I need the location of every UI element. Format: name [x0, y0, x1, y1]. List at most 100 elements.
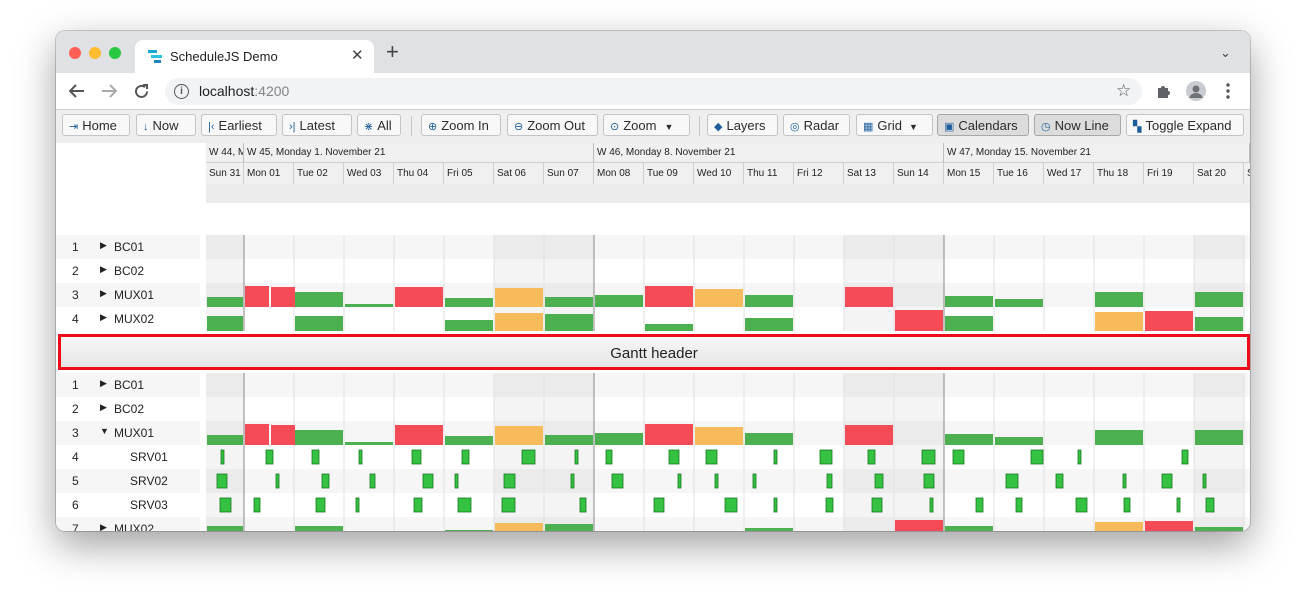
activity-bar [1015, 497, 1023, 513]
load-bar [1145, 521, 1193, 531]
gantt-area: W 44, M W 45, Monday 1. November 21 W 46… [56, 143, 1250, 531]
toolbar-divider [411, 116, 412, 136]
row-bc01[interactable]: 1 ▶ BC01 [56, 373, 200, 397]
tab-list-chevron-icon[interactable]: ⌄ [1220, 45, 1231, 60]
load-bar [995, 437, 1043, 445]
info-icon[interactable]: i [174, 84, 189, 99]
row-srv02[interactable]: 5 SRV02 [56, 469, 200, 493]
expand-triangle-icon[interactable]: ▶ [100, 312, 107, 322]
activity-bar [321, 473, 330, 489]
load-bar [745, 318, 793, 331]
now-button[interactable]: ↓ Now [136, 114, 196, 136]
activity-bar [1005, 473, 1019, 489]
load-bar [895, 310, 943, 331]
zoom-in-button[interactable]: ⊕ Zoom In [421, 114, 501, 136]
row-bc01[interactable]: 1 ▶ BC01 [56, 235, 200, 259]
home-icon: ⇥ [69, 121, 79, 133]
url-input[interactable]: i localhost:4200 ☆ [165, 78, 1142, 105]
day-header: Sun 31 [206, 163, 244, 184]
activity-bar [923, 473, 935, 489]
puzzle-icon[interactable] [1155, 83, 1171, 99]
expand-triangle-icon[interactable]: ▶ [100, 240, 107, 250]
chevron-down-icon: ▼ [908, 122, 918, 132]
gantt-timeline-canvas[interactable] [56, 143, 1250, 531]
browser-tab[interactable]: ScheduleJS Demo ✕ [135, 40, 374, 73]
activity-bar [653, 497, 665, 513]
earliest-button[interactable]: |‹ Earliest [201, 114, 277, 136]
load-bar [1195, 317, 1243, 331]
load-bar [695, 289, 743, 307]
down-arrow-icon: ↓ [143, 121, 149, 133]
zoom-icon: ⊙ [610, 121, 620, 133]
back-arrow-icon[interactable] [69, 84, 85, 98]
weekend-shade [894, 373, 944, 531]
row-mux01[interactable]: 3 ▶ MUX01 [56, 283, 200, 307]
row-bc02[interactable]: 2 ▶ BC02 [72, 264, 145, 278]
expand-triangle-icon[interactable]: ▶ [100, 402, 107, 412]
schedulejs-logo-icon [148, 50, 162, 63]
load-bar [895, 520, 943, 531]
new-tab-icon[interactable]: + [386, 39, 399, 64]
calendars-toggle[interactable]: ▣ Calendars [937, 114, 1029, 136]
load-bar [595, 295, 643, 307]
home-button[interactable]: ⇥ Home [62, 114, 130, 136]
row-mux02[interactable]: 4 ▶ MUX02 [72, 312, 155, 326]
expand-triangle-icon[interactable]: ▶ [100, 288, 107, 298]
zoom-out-button[interactable]: ⊖ Zoom Out [507, 114, 598, 136]
expand-triangle-icon[interactable]: ▶ [100, 264, 107, 274]
load-bar [645, 424, 693, 445]
activity-bar [773, 497, 778, 513]
activity-bar [1077, 449, 1082, 465]
radar-button[interactable]: ◎ Radar [783, 114, 850, 136]
star-icon[interactable]: ☆ [1116, 81, 1132, 100]
all-button[interactable]: ⋇ All [357, 114, 401, 136]
maximize-window-icon[interactable] [109, 47, 121, 59]
activity-bar [413, 497, 423, 513]
url-port: :4200 [254, 83, 290, 99]
load-bar [495, 426, 543, 445]
schedule-toolbar: ⇥ Home ↓ Now |‹ Earliest ›| Latest ⋇ All ⊕ Zoo… [56, 110, 1250, 144]
row-mux01[interactable]: 3 ▼ MUX01 [56, 421, 200, 445]
expand-triangle-icon[interactable]: ▶ [100, 378, 107, 388]
load-bar [207, 297, 243, 307]
load-bar [295, 526, 343, 531]
row-bc02[interactable]: 2 ▶ BC02 [72, 402, 145, 416]
grid-icon: ▦ [863, 121, 874, 133]
load-bar [345, 442, 393, 445]
row-srv01[interactable]: 4 SRV01 [72, 450, 168, 464]
kebab-menu-icon[interactable] [1226, 83, 1230, 99]
activity-bar [825, 497, 834, 513]
toggle-expand-button[interactable]: ▚ Toggle Expand [1126, 114, 1244, 136]
close-window-icon[interactable] [69, 47, 81, 59]
load-bar [645, 286, 693, 307]
activity-bar [705, 449, 718, 465]
layers-button[interactable]: ◆ Layers [707, 114, 778, 136]
row-mux02[interactable]: 7 ▶ MUX02 [56, 517, 200, 531]
row-srv03[interactable]: 6 SRV03 [72, 498, 168, 512]
minimize-window-icon[interactable] [89, 47, 101, 59]
profile-icon[interactable] [1186, 81, 1206, 101]
activity-bar [275, 473, 280, 489]
tab-close-icon[interactable]: ✕ [351, 47, 364, 64]
activity-bar [826, 473, 833, 489]
zoom-dropdown[interactable]: ⊙ Zoom ▼ [603, 114, 690, 136]
load-bar [745, 295, 793, 307]
address-bar: i localhost:4200 ☆ [56, 73, 1250, 110]
day-header: Wed 03 [344, 163, 394, 184]
expand-triangle-icon[interactable]: ▶ [100, 522, 107, 531]
grid-dropdown[interactable]: ▦ Grid ▼ [856, 114, 933, 136]
load-bar [945, 296, 993, 307]
now-line-toggle[interactable]: ◷ Now Line [1034, 114, 1121, 136]
reload-icon[interactable] [134, 84, 149, 99]
activity-bar [358, 449, 363, 465]
load-bar [295, 316, 343, 331]
collapse-triangle-icon[interactable]: ▼ [100, 426, 109, 436]
latest-button[interactable]: ›| Latest [282, 114, 352, 136]
load-bar [995, 299, 1043, 307]
load-bar [645, 324, 693, 331]
load-bar [1095, 430, 1143, 445]
forward-arrow-icon[interactable] [101, 84, 117, 98]
activity-bar [1055, 473, 1064, 489]
activity-bar [570, 473, 575, 489]
activity-bar [216, 473, 228, 489]
